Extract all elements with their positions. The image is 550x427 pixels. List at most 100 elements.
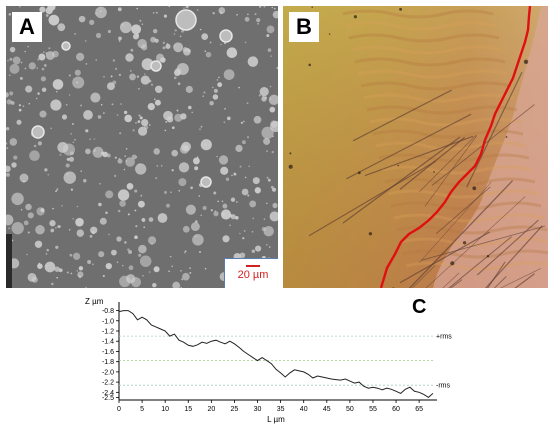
droplet <box>50 127 53 130</box>
droplet <box>192 234 204 246</box>
droplet <box>218 7 226 14</box>
droplet <box>75 217 84 227</box>
x-tick-label: 40 <box>300 406 308 413</box>
panel-a-micrograph: A 20 µm <box>6 6 278 288</box>
scratch <box>476 219 539 276</box>
droplet <box>41 87 47 93</box>
droplet <box>141 44 148 51</box>
x-tick-label: 10 <box>161 406 169 413</box>
droplet <box>180 286 183 288</box>
large-droplet <box>61 41 71 51</box>
droplet <box>201 33 209 40</box>
droplet <box>83 110 93 120</box>
surface-defect <box>505 136 508 138</box>
droplet <box>38 262 41 265</box>
droplet <box>258 94 261 97</box>
droplet <box>162 46 166 50</box>
droplet <box>93 150 96 152</box>
scratch <box>484 225 543 288</box>
droplet <box>182 225 190 233</box>
droplet <box>220 209 232 220</box>
droplet <box>144 73 146 75</box>
surface-defect <box>523 59 529 64</box>
droplet <box>114 67 118 71</box>
droplet <box>239 165 242 168</box>
droplet <box>44 261 56 273</box>
droplet <box>97 115 102 119</box>
interference-band <box>390 201 542 211</box>
droplet <box>90 226 98 234</box>
droplet <box>177 82 181 85</box>
scratch <box>418 182 492 264</box>
x-axis-label: L µm <box>267 415 285 424</box>
droplet <box>34 240 43 248</box>
droplet <box>35 224 45 235</box>
droplet <box>233 172 237 176</box>
droplet <box>154 38 157 41</box>
droplet <box>252 177 260 185</box>
droplet <box>164 129 167 132</box>
droplet <box>222 235 230 243</box>
droplet <box>80 170 83 172</box>
droplet <box>127 248 130 251</box>
droplet <box>164 190 167 194</box>
droplet <box>224 107 226 110</box>
droplet <box>137 200 145 208</box>
droplet <box>23 220 29 226</box>
droplet <box>130 277 142 288</box>
droplet <box>139 255 152 267</box>
droplet <box>261 226 266 232</box>
droplet <box>45 265 48 267</box>
surface-defect <box>353 15 357 19</box>
droplet <box>270 185 274 189</box>
droplet <box>220 43 222 46</box>
y-tick-label: -2.2 <box>102 380 114 387</box>
droplet <box>268 246 271 248</box>
droplet <box>171 265 174 268</box>
droplet <box>148 124 151 126</box>
droplet <box>111 103 114 106</box>
panel-c-label: C <box>412 296 427 318</box>
reference-line-label: -rms <box>436 383 450 390</box>
droplet <box>258 6 262 8</box>
droplet <box>10 101 13 103</box>
droplet <box>230 214 236 220</box>
droplet <box>89 235 93 238</box>
droplet <box>7 59 9 62</box>
droplet <box>189 271 192 274</box>
x-tick-label: 50 <box>346 406 354 413</box>
droplet <box>241 188 249 196</box>
droplet <box>170 191 172 194</box>
droplet <box>143 226 146 229</box>
droplet <box>204 267 207 270</box>
droplet <box>29 150 40 161</box>
droplet <box>6 214 14 226</box>
droplet <box>138 88 140 90</box>
droplet <box>174 29 177 32</box>
droplet <box>218 155 229 165</box>
droplet <box>148 79 152 83</box>
droplet <box>18 104 21 107</box>
droplet <box>92 146 104 158</box>
interference-band <box>351 45 503 55</box>
droplet <box>37 263 43 269</box>
droplet <box>102 274 105 278</box>
droplet <box>8 227 10 230</box>
droplet <box>214 210 217 213</box>
droplet <box>244 176 247 179</box>
droplet <box>118 157 121 160</box>
droplet <box>19 173 29 183</box>
droplet <box>116 114 119 116</box>
droplet <box>171 149 179 157</box>
droplet <box>152 282 157 288</box>
surface-defect <box>288 164 293 169</box>
droplet <box>39 110 47 118</box>
droplet <box>100 103 103 106</box>
droplet <box>119 21 132 34</box>
droplet <box>36 67 39 69</box>
droplet <box>118 73 122 77</box>
droplet <box>203 91 206 94</box>
droplet <box>256 17 261 23</box>
droplet <box>76 270 79 272</box>
x-tick-label: 35 <box>277 406 285 413</box>
